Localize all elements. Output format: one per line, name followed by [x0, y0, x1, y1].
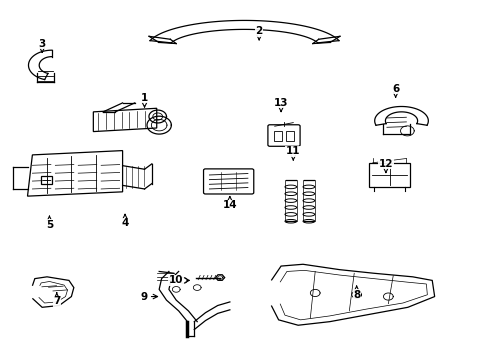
- Text: 14: 14: [222, 196, 237, 210]
- Bar: [273, 131, 281, 141]
- Text: 3: 3: [39, 39, 46, 53]
- Text: 10: 10: [169, 275, 189, 285]
- Text: 11: 11: [285, 146, 300, 160]
- Text: 8: 8: [352, 286, 360, 300]
- Text: 2: 2: [255, 26, 262, 40]
- Text: 6: 6: [391, 84, 399, 97]
- Text: 4: 4: [121, 214, 128, 228]
- Text: 13: 13: [273, 98, 288, 112]
- Bar: [368, 163, 409, 187]
- Text: 12: 12: [378, 159, 392, 172]
- Bar: [286, 131, 294, 141]
- Text: 1: 1: [141, 93, 148, 107]
- Text: 9: 9: [141, 292, 157, 302]
- Text: 5: 5: [46, 216, 53, 230]
- Text: 7: 7: [53, 293, 61, 306]
- Bar: [41, 176, 52, 184]
